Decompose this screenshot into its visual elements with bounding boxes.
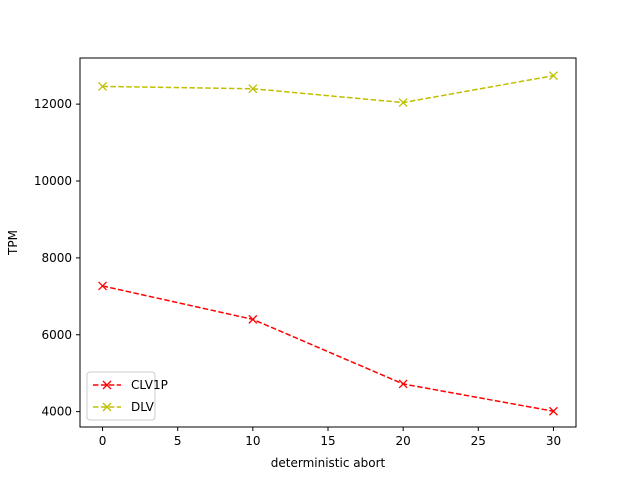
legend-label-clv1p: CLV1P [131, 378, 168, 392]
x-tick-label: 0 [99, 434, 107, 448]
y-tick-label: 8000 [41, 251, 72, 265]
legend-box [86, 371, 156, 421]
legend-item-clv1p: CLV1P [93, 378, 168, 392]
data-point-dlv [248, 84, 258, 94]
series-layer [98, 71, 558, 416]
y-tick-label: 4000 [41, 405, 72, 419]
series-line-dlv [102, 74, 554, 104]
x-axis-label: deterministic abort [271, 456, 386, 470]
y-axis-ticks: 4000 6000 8000 10000 12000 [34, 97, 80, 419]
legend-marker-clv1p [102, 380, 112, 390]
x-tick-label: 10 [245, 434, 260, 448]
data-point-dlv [548, 71, 558, 81]
legend-item-dlv: DLV [93, 400, 155, 414]
x-tick-label: 5 [174, 434, 182, 448]
x-axis-ticks: 0 5 10 15 20 25 30 [99, 427, 561, 448]
data-point-clv1p [548, 406, 558, 416]
y-tick-label: 6000 [41, 328, 72, 342]
data-point-clv1p [248, 314, 258, 324]
x-tick-label: 30 [546, 434, 561, 448]
legend: CLV1P DLV [86, 371, 168, 421]
data-point-dlv [98, 81, 108, 91]
legend-marker-dlv [102, 402, 112, 412]
data-point-dlv [398, 98, 408, 108]
x-tick-label: 15 [320, 434, 335, 448]
axes-frame [79, 57, 577, 428]
x-tick-label: 20 [396, 434, 411, 448]
data-point-clv1p [398, 379, 408, 389]
x-tick-label: 25 [471, 434, 486, 448]
legend-label-dlv: DLV [131, 400, 155, 414]
y-axis-label: TPM [6, 230, 20, 256]
data-point-clv1p [98, 281, 108, 291]
y-tick-label: 12000 [34, 97, 72, 111]
y-tick-label: 10000 [34, 174, 72, 188]
